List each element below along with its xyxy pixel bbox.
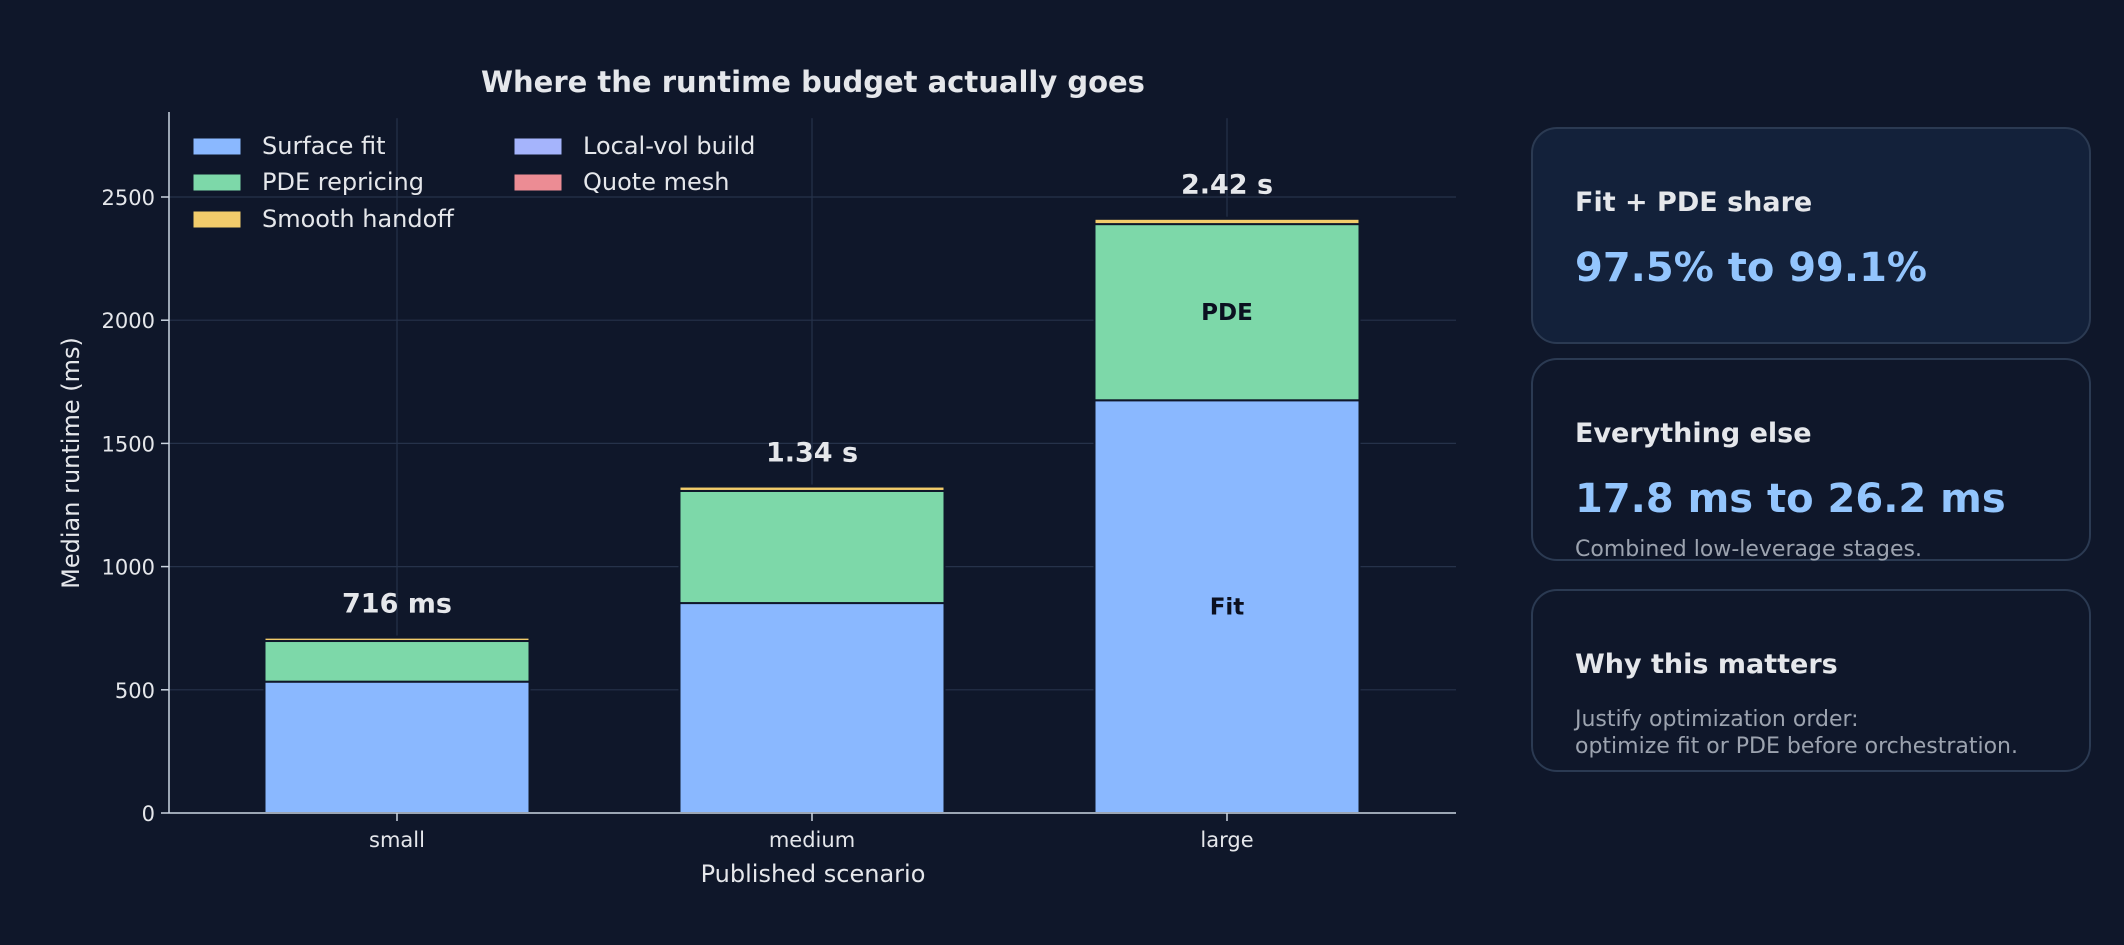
bar-segment-large-quote-mesh: [1093, 216, 1361, 220]
legend-swatch-local-vol-build: [513, 137, 563, 156]
legend-label: Smooth handoff: [262, 205, 454, 233]
legend-label: Surface fit: [262, 132, 386, 160]
card-value: 17.8 ms to 26.2 ms: [1575, 476, 2006, 522]
bar-segment-small-pde-repricing: [263, 640, 531, 683]
bar-segment-medium-surface-fit: [678, 602, 946, 814]
bar-total-label: 1.34 s: [766, 438, 858, 469]
bar-total-label: 716 ms: [342, 589, 452, 620]
bar-segment-small-surface-fit: [263, 680, 531, 815]
y-tick-label: 1500: [102, 432, 155, 456]
bar-segment-large-pde-repricing: [1093, 223, 1361, 402]
legend-label: Local-vol build: [583, 132, 755, 160]
bar-segment-small-quote-mesh: [263, 635, 531, 639]
card-note: Combined low-leverage stages.: [1575, 537, 1923, 562]
legend-swatch-quote-mesh: [513, 173, 563, 192]
card-title: Fit + PDE share: [1575, 187, 1813, 218]
bar-segment-label: PDE: [1201, 300, 1253, 326]
why-this-matters-card: Why this matters Justify optimization or…: [1531, 589, 2091, 772]
y-tick-label: 2500: [102, 186, 155, 210]
card-value: 97.5% to 99.1%: [1575, 245, 1927, 291]
y-tick-label: 2000: [102, 309, 155, 333]
x-axis-label: Published scenario: [701, 860, 926, 888]
x-tick-label: small: [369, 828, 425, 852]
legend-label: Quote mesh: [583, 168, 729, 196]
y-tick-label: 500: [115, 679, 155, 703]
everything-else-card: Everything else 17.8 ms to 26.2 ms Combi…: [1531, 358, 2091, 562]
card-note-line1: Justify optimization order:: [1575, 707, 1859, 732]
y-tick-label: 0: [142, 802, 155, 826]
x-tick-label: large: [1200, 828, 1253, 852]
card-title: Why this matters: [1575, 649, 1838, 680]
card-title: Everything else: [1575, 418, 1812, 449]
y-tick-label: 1000: [102, 556, 155, 580]
y-axis-label: Median runtime (ms): [57, 337, 85, 589]
bar-segment-label: Fit: [1210, 595, 1245, 621]
legend-swatch-pde-repricing: [192, 173, 242, 192]
legend: Surface fit PDE repricing Smooth handoff Lo…: [192, 132, 755, 233]
bars: 716 ms 1.34 s 2.42 s Fit PDE: [263, 170, 1361, 815]
legend-swatch-surface-fit: [192, 137, 242, 156]
fit-pde-share-card: Fit + PDE share 97.5% to 99.1%: [1531, 127, 2091, 344]
legend-swatch-smooth-handoff: [192, 210, 242, 229]
bar-segment-large-surface-fit: [1093, 399, 1361, 814]
chart-title: Where the runtime budget actually goes: [481, 65, 1145, 99]
legend-label: PDE repricing: [262, 168, 424, 196]
ticks: 0 500 1000 1500 2000 2500 small medium large: [102, 186, 1254, 852]
card-note-line2: optimize fit or PDE before orchestration…: [1575, 734, 2018, 759]
bar-segment-medium-pde-repricing: [678, 489, 946, 605]
bar-total-label: 2.42 s: [1181, 170, 1273, 201]
x-tick-label: medium: [769, 828, 855, 852]
bar-segment-medium-quote-mesh: [678, 484, 946, 488]
